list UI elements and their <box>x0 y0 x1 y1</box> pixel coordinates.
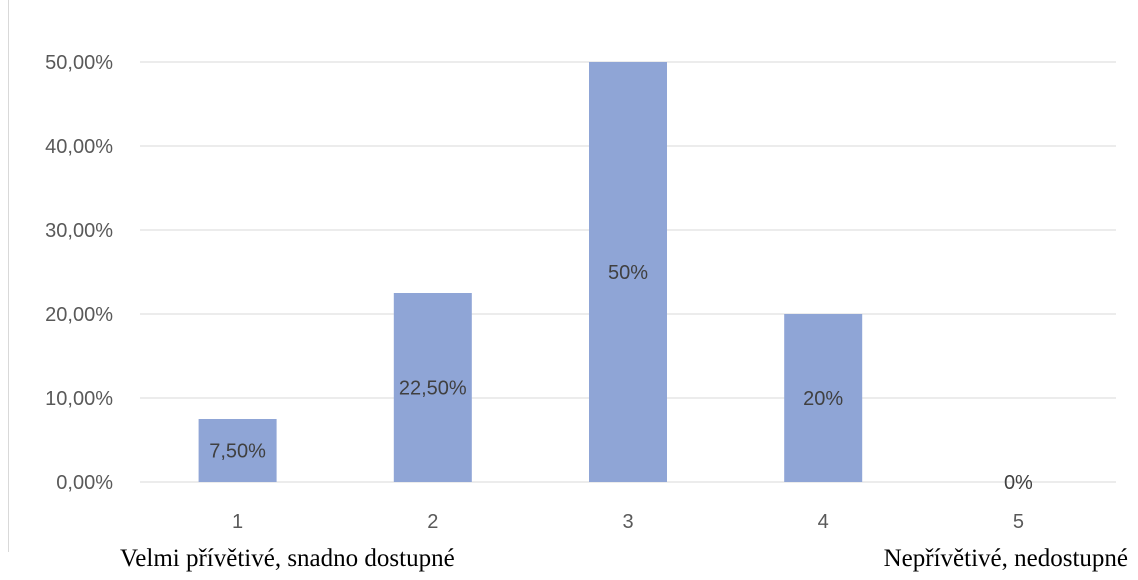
y-axis-tick-labels: 0,00% 10,00% 20,00% 30,00% 40,00% 50,00% <box>45 52 113 494</box>
y-tick-label: 40,00% <box>45 136 113 158</box>
x-tick-label: 4 <box>818 511 829 533</box>
bars <box>198 62 863 482</box>
scale-caption-left: Velmi přívětivé, snadno dostupné <box>120 545 455 572</box>
data-label: 22,50% <box>399 378 467 400</box>
bar-3 <box>589 62 667 482</box>
scale-caption-right: Nepřívětivé, nedostupné <box>883 545 1128 572</box>
x-tick-label: 3 <box>622 511 633 533</box>
y-tick-label: 20,00% <box>45 304 113 326</box>
y-tick-label: 50,00% <box>45 52 113 74</box>
x-tick-label: 5 <box>1013 511 1024 533</box>
bar-1 <box>198 419 277 482</box>
x-tick-label: 2 <box>427 511 438 533</box>
data-label: 7,50% <box>209 441 266 463</box>
y-tick-label: 10,00% <box>45 388 113 410</box>
y-tick-label: 0,00% <box>56 472 113 494</box>
data-labels: 7,50% 22,50% 50% 20% 0% <box>209 262 1033 494</box>
x-axis-tick-labels: 1 2 3 4 5 <box>232 511 1024 533</box>
left-border-rule <box>8 0 9 552</box>
data-label: 0% <box>1004 472 1033 494</box>
x-tick-label: 1 <box>232 511 243 533</box>
bar-4 <box>784 314 863 482</box>
gridlines <box>140 61 1116 483</box>
y-tick-label: 30,00% <box>45 220 113 242</box>
bar-2 <box>393 293 472 482</box>
data-label: 50% <box>608 262 648 284</box>
data-label: 20% <box>803 388 843 410</box>
